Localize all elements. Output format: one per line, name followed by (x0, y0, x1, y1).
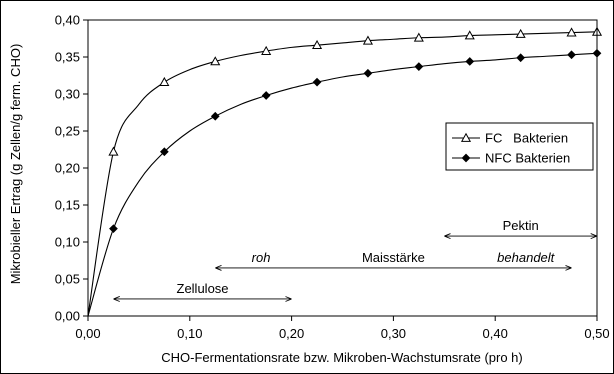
x-tick-label: 0,20 (279, 326, 304, 341)
data-point (464, 30, 475, 40)
data-point (413, 32, 424, 42)
y-tick-label: 0,15 (55, 198, 80, 213)
data-point (414, 62, 424, 71)
legend-box (445, 122, 594, 171)
y-tick-label: 0,10 (55, 235, 80, 250)
data-point (159, 76, 170, 87)
y-tick-label: 0,25 (55, 124, 80, 139)
data-point (567, 50, 576, 60)
data-point (261, 45, 272, 55)
x-tick-label: 0,00 (75, 326, 100, 341)
legend-entry-label: NFC Bakterien (485, 151, 570, 166)
annotation-label-zellulose: Zellulose (177, 281, 229, 296)
data-point (210, 111, 220, 121)
y-tick-label: 0,00 (55, 309, 80, 324)
y-tick-label: 0,20 (55, 161, 80, 176)
data-point (465, 57, 475, 66)
annotation-label-pektin: Pektin (503, 218, 539, 233)
y-tick-label: 0,35 (55, 50, 80, 65)
plot-area-border (87, 19, 598, 317)
legend: FC Bakterien NFC Bakterien (445, 122, 594, 171)
data-point (363, 68, 373, 78)
y-tick-label: 0,40 (55, 13, 80, 28)
data-point (515, 28, 526, 38)
x-axis-label: CHO-Fermentationsrate bzw. Mikroben-Wach… (161, 350, 522, 365)
data-point (312, 77, 322, 87)
data-point (210, 56, 221, 66)
x-tick-label: 0,30 (381, 326, 406, 341)
y-axis-ticks: 0,00 0,05 0,10 0,15 0,20 0,25 0,30 0,35 0,40 (55, 13, 88, 324)
data-point (516, 53, 526, 63)
y-tick-label: 0,30 (55, 87, 80, 102)
data-point (566, 27, 577, 37)
y-tick-label: 0,05 (55, 272, 80, 287)
legend-entry-label: FC Bakterien (485, 131, 568, 146)
legend-marker (460, 132, 472, 142)
annotation-sublabel-roh: roh (252, 250, 271, 265)
annotation-sublabel-behandelt: behandelt (497, 250, 555, 265)
y-axis-label: Mikrobieller Ertrag (g Zellen/g ferm. CH… (8, 44, 23, 285)
data-point (261, 91, 271, 100)
annotation-label-maisstaerke: Maisstärke (362, 250, 425, 265)
x-axis-ticks: 0,00 0,10 0,20 0,30 0,40 0,50 (75, 316, 610, 341)
data-point (109, 224, 118, 234)
data-point (108, 146, 119, 156)
data-point (159, 147, 169, 157)
x-tick-label: 0,40 (483, 326, 508, 341)
x-tick-label: 0,50 (584, 326, 609, 341)
data-point (312, 39, 323, 50)
legend-marker (461, 153, 471, 163)
substrate-annotations: Zellulose Maisstärke roh behandelt Pektin (113, 218, 597, 299)
data-point (362, 35, 373, 45)
x-tick-label: 0,10 (177, 326, 202, 341)
